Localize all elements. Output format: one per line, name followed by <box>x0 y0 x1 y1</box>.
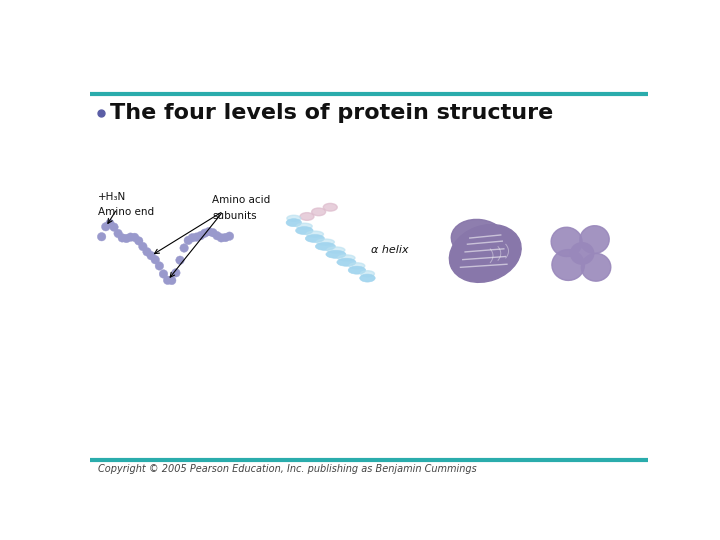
Text: subunits: subunits <box>212 211 257 221</box>
Ellipse shape <box>300 213 314 220</box>
Circle shape <box>159 270 168 278</box>
Ellipse shape <box>360 274 375 282</box>
Ellipse shape <box>451 219 507 260</box>
Ellipse shape <box>449 225 521 282</box>
Circle shape <box>109 223 118 231</box>
Ellipse shape <box>348 266 366 274</box>
Circle shape <box>213 232 221 240</box>
Ellipse shape <box>338 255 355 261</box>
Ellipse shape <box>551 227 582 256</box>
Circle shape <box>180 244 189 252</box>
Text: Amino acid: Amino acid <box>212 195 271 205</box>
Circle shape <box>135 237 143 245</box>
Ellipse shape <box>570 242 594 264</box>
Circle shape <box>200 229 209 238</box>
Text: +H₃N: +H₃N <box>98 192 126 202</box>
Ellipse shape <box>312 208 325 215</box>
Circle shape <box>143 247 151 256</box>
Circle shape <box>122 234 130 242</box>
Ellipse shape <box>580 226 609 253</box>
Text: Copyright © 2005 Pearson Education, Inc. publishing as Benjamin Cummings: Copyright © 2005 Pearson Education, Inc.… <box>98 464 477 474</box>
Ellipse shape <box>326 251 346 258</box>
Circle shape <box>176 256 184 265</box>
Circle shape <box>130 233 139 241</box>
Circle shape <box>126 233 135 241</box>
Ellipse shape <box>337 258 356 266</box>
Text: Amino end: Amino end <box>98 207 154 217</box>
Ellipse shape <box>349 263 365 269</box>
Ellipse shape <box>286 219 302 227</box>
Circle shape <box>97 233 106 241</box>
Ellipse shape <box>305 234 325 242</box>
Circle shape <box>118 234 127 242</box>
Ellipse shape <box>306 231 323 237</box>
Ellipse shape <box>287 215 301 221</box>
Circle shape <box>197 232 205 240</box>
Circle shape <box>204 227 213 236</box>
Circle shape <box>114 230 122 238</box>
Circle shape <box>139 242 147 251</box>
Circle shape <box>151 255 160 264</box>
Ellipse shape <box>296 227 313 234</box>
Circle shape <box>163 276 172 285</box>
Ellipse shape <box>552 249 585 280</box>
Circle shape <box>106 219 114 228</box>
Circle shape <box>155 262 163 270</box>
Circle shape <box>171 268 180 277</box>
Circle shape <box>147 252 156 260</box>
Circle shape <box>168 276 176 285</box>
Circle shape <box>225 232 234 240</box>
Circle shape <box>192 233 201 241</box>
Ellipse shape <box>297 223 312 230</box>
Ellipse shape <box>316 239 334 245</box>
Circle shape <box>209 228 217 237</box>
Text: α helix: α helix <box>371 245 408 254</box>
Circle shape <box>217 234 225 242</box>
Ellipse shape <box>361 271 374 277</box>
Circle shape <box>221 233 230 242</box>
Circle shape <box>102 222 110 231</box>
Circle shape <box>184 236 192 245</box>
Text: The four levels of protein structure: The four levels of protein structure <box>110 103 554 123</box>
Circle shape <box>188 233 197 242</box>
Ellipse shape <box>323 204 337 211</box>
Ellipse shape <box>581 253 611 281</box>
Ellipse shape <box>315 242 336 251</box>
Ellipse shape <box>327 247 345 253</box>
